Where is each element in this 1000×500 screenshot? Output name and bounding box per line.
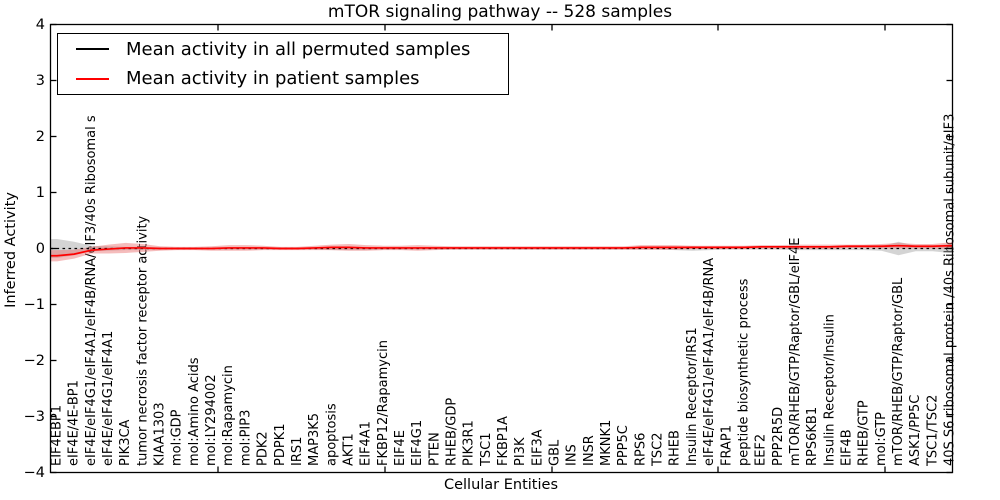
x-tick-label: RHEB/GDP [444, 398, 459, 466]
x-tick-label: apoptosis [324, 403, 339, 466]
x-tick-label: FKBP1A [496, 416, 511, 466]
x-tick-label: mol:PIP3 [238, 410, 253, 466]
x-tick-label: PPP2R5D [771, 407, 786, 466]
x-tick-label: PIK3R1 [462, 420, 477, 466]
y-tick-label: −1 [23, 296, 45, 313]
x-tick-label: PI3K [513, 437, 528, 466]
x-tick-label: AKT1 [341, 433, 356, 466]
y-tick-label: −3 [23, 408, 45, 425]
x-tick-label: EIF4E [393, 430, 408, 466]
x-tick-label: MKNK1 [599, 420, 614, 466]
x-tick-label: EEF2 [754, 434, 769, 466]
x-tick-label: EIF4G1 [410, 420, 425, 466]
patient-mean-line [50, 244, 953, 257]
x-axis-title: Cellular Entities [443, 477, 559, 493]
x-tick-label: mol:Rapamycin [221, 365, 236, 466]
y-tick-label: 2 [35, 128, 45, 145]
y-tick-label: 1 [35, 184, 45, 201]
y-tick-label: 4 [35, 16, 45, 33]
x-tick-label: mTOR/RHEB/GTP/Raptor/GBL [891, 277, 906, 466]
legend-item-patient: Mean activity in patient samples [58, 64, 508, 93]
x-tick-label: tumor necrosis factor receptor activity [135, 215, 150, 466]
x-tick-label: EIF3A [530, 429, 545, 466]
y-tick-label: −2 [23, 352, 45, 369]
x-tick-label: PTEN [427, 432, 442, 466]
legend-label-permuted: Mean activity in all permuted samples [126, 38, 471, 60]
y-tick-label: −4 [23, 464, 45, 481]
x-tick-label: EIF4EBP1 [50, 405, 65, 466]
legend-item-permuted: Mean activity in all permuted samples [58, 35, 508, 64]
x-tick-label: eIF4E/eIF4G1/eIF4A1 [101, 331, 116, 466]
x-tick-label: EIF4A1 [359, 421, 374, 466]
patient-line-swatch [76, 77, 109, 80]
x-tick-label: peptide biosynthetic process [736, 278, 751, 466]
patient-band [50, 242, 953, 262]
x-tick-label: PDK2 [256, 431, 271, 466]
x-tick-label: EIF4B [839, 429, 854, 466]
x-tick-label: INSR [582, 435, 597, 466]
x-tick-label: mol:LY294002 [204, 374, 219, 466]
x-tick-label: TSC2 [651, 432, 666, 467]
x-tick-label: RHEB/GTP [857, 400, 872, 466]
x-tick-label: RHEB [668, 430, 683, 466]
x-tick-label: eIF4E/eIF4G1/eIF4A1/eIF4B/RNA/eIF3/40s R… [84, 115, 99, 466]
x-tick-label: PDPK1 [273, 424, 288, 467]
x-tick-label: PPP5C [616, 425, 631, 466]
x-tick-label: FRAP1 [719, 425, 734, 466]
x-tick-label: mol:GTP [874, 412, 889, 466]
y-tick-label: 3 [35, 72, 45, 89]
x-tick-label: 40S S6 ribosomal protein /40s Ribosomal … [943, 114, 958, 466]
x-tick-label: RPS6 [633, 433, 648, 466]
legend-label-patient: Mean activity in patient samples [126, 68, 420, 90]
x-tick-label: MAP3K5 [307, 413, 322, 466]
x-tick-label: FKBP12/Rapamycin [376, 340, 391, 466]
x-tick-label: eIF4E/eIF4G1/eIF4A1/eIF4B/RNA [702, 258, 717, 466]
legend: Mean activity in all permuted samples Me… [57, 33, 509, 95]
y-tick-label: 0 [35, 240, 45, 257]
x-tick-label: ASK1/PP5C [908, 395, 923, 466]
x-tick-label: Insulin Receptor/Insulin [822, 314, 837, 466]
chart-title: mTOR signaling pathway -- 528 samples [327, 2, 673, 22]
x-tick-label: KIAA1303 [153, 402, 168, 466]
x-tick-label: IRS1 [290, 437, 305, 466]
x-tick-label: RPS6KB1 [805, 407, 820, 466]
x-tick-label: Insulin Receptor/IRS1 [685, 327, 700, 466]
x-tick-label: mol:GDP [170, 409, 185, 466]
permuted-line-swatch [76, 48, 109, 51]
x-tick-label: TSC1/TSC2 [925, 395, 940, 467]
x-tick-label: eIF4E/4E-BP1 [67, 380, 82, 466]
x-tick-label: GBL [548, 439, 563, 466]
x-tick-label: PIK3CA [118, 419, 133, 466]
x-tick-label: mTOR/RHEB/GTP/Raptor/GBL/eIF4E [788, 238, 803, 467]
x-tick-label: TSC1 [479, 432, 494, 467]
x-tick-label: mol:Amino Acids [187, 357, 202, 466]
x-tick-label: INS [565, 444, 580, 466]
